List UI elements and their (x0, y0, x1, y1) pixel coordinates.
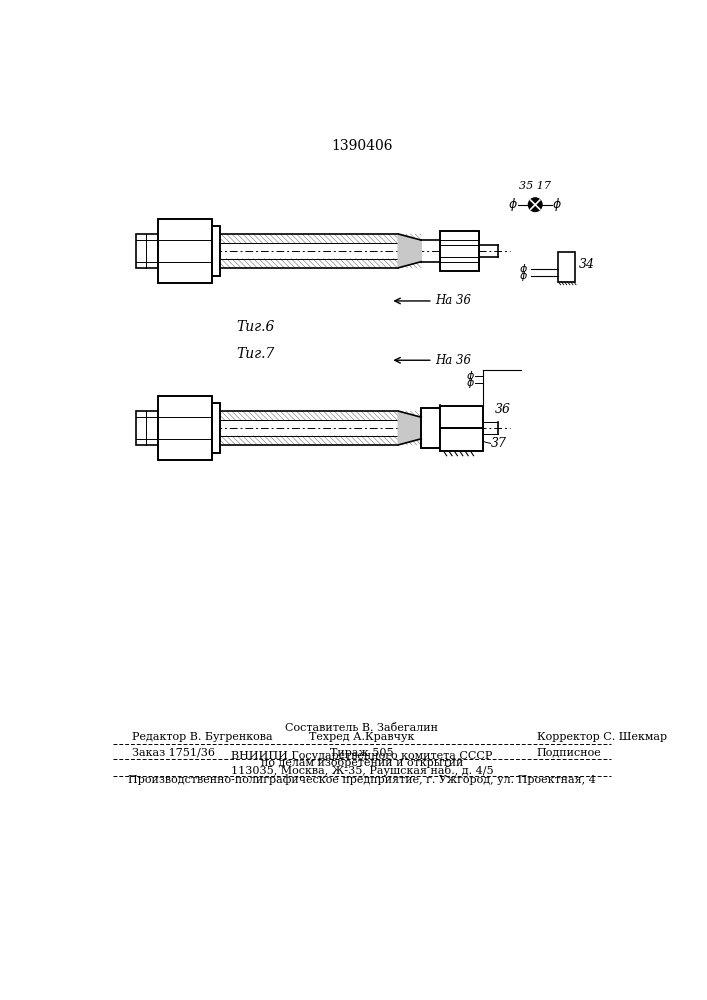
Bar (158, 219, 212, 283)
Text: Τиг.7: Τиг.7 (237, 347, 275, 361)
Bar (440, 406, 483, 428)
Text: Техред А.Кравчук: Техред А.Кравчук (309, 732, 414, 742)
Bar (440, 428, 483, 451)
Text: Τиг.6: Τиг.6 (237, 320, 275, 334)
Text: $\phi$: $\phi$ (466, 369, 475, 383)
Bar (136, 411, 158, 445)
Bar (440, 231, 479, 271)
Bar (212, 226, 219, 276)
Text: ВНИИПИ Государственного комитета СССР: ВНИИПИ Государственного комитета СССР (231, 751, 493, 761)
Text: Редактор В. Бугренкова: Редактор В. Бугренкова (132, 732, 273, 742)
Bar (421, 408, 440, 448)
Text: 36: 36 (494, 403, 510, 416)
Bar (421, 408, 440, 448)
Text: 37: 37 (491, 437, 506, 450)
Text: 1390406: 1390406 (331, 139, 392, 153)
Text: Тираж 505: Тираж 505 (330, 748, 394, 758)
Circle shape (528, 198, 542, 212)
Text: $\phi$: $\phi$ (552, 196, 562, 213)
Text: 34: 34 (579, 258, 595, 271)
Text: 113035, Москва, Ж-35, Раушская наб., д. 4/5: 113035, Москва, Ж-35, Раушская наб., д. … (230, 765, 493, 776)
Text: Корректор С. Шекмар: Корректор С. Шекмар (537, 732, 667, 742)
Bar (136, 234, 158, 268)
Bar (158, 219, 212, 283)
Text: Подписное: Подписное (537, 748, 602, 758)
Text: $\phi$: $\phi$ (518, 269, 527, 283)
Text: $\phi$: $\phi$ (466, 376, 475, 390)
Text: Заказ 1751/36: Заказ 1751/36 (132, 748, 216, 758)
Bar (158, 396, 212, 460)
Bar (440, 406, 483, 428)
Bar (212, 403, 219, 453)
Text: Ha 36: Ha 36 (435, 294, 471, 307)
Text: Ha 36: Ha 36 (435, 354, 471, 367)
Polygon shape (398, 234, 421, 268)
Bar (212, 226, 219, 276)
Text: Производственно-полиграфическое предприятие, г. Ужгород, ул. Проектная, 4: Производственно-полиграфическое предприя… (128, 774, 596, 785)
Text: $\phi$: $\phi$ (508, 196, 518, 213)
Bar (440, 428, 483, 451)
Bar (212, 403, 219, 453)
Bar (559, 252, 575, 282)
Text: по делам изобретений и открытий: по делам изобретений и открытий (261, 757, 463, 768)
Text: $\phi$: $\phi$ (518, 262, 527, 276)
Text: 35 17: 35 17 (519, 181, 551, 191)
Bar (158, 396, 212, 460)
Text: Составитель В. Забегалин: Составитель В. Забегалин (286, 723, 438, 733)
Bar (440, 231, 479, 271)
Polygon shape (398, 411, 421, 445)
